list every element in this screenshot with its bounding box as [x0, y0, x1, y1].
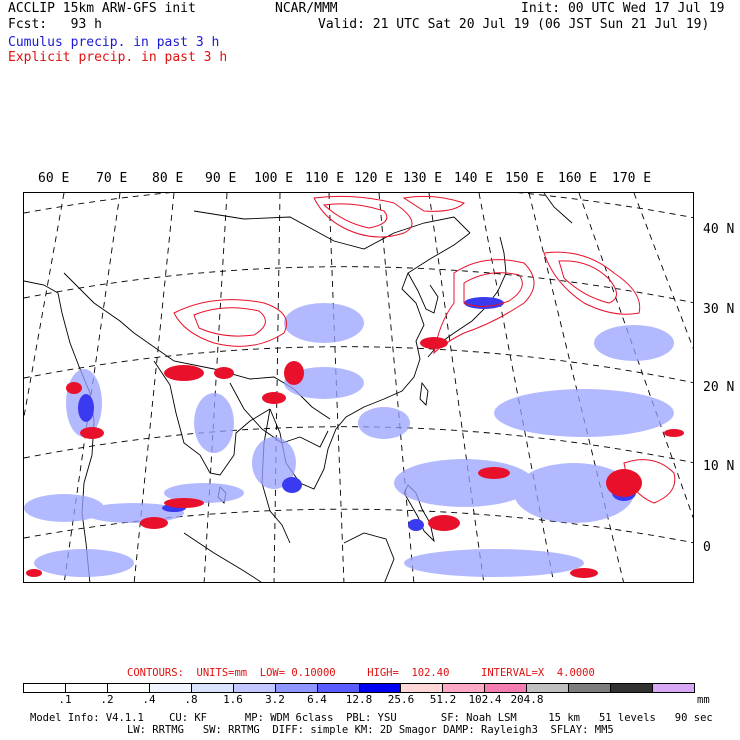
meridian-150e	[528, 193, 624, 582]
parallel-10n	[24, 426, 693, 464]
lat-label-10n: 10 N	[703, 459, 735, 474]
cumulus-precip-label: Cumulus precip. in past 3 h	[8, 35, 220, 50]
lon-label-160e: 160 E	[558, 171, 598, 186]
meridian-160e	[578, 193, 693, 519]
legend-tick-label: 51.2	[429, 693, 457, 706]
legend-tick-label: 1.6	[223, 693, 243, 706]
legend-swatch	[401, 684, 444, 692]
legend-swatch	[611, 684, 654, 692]
lon-label-110e: 110 E	[305, 171, 345, 186]
legend-swatch	[107, 684, 150, 692]
legend-swatch	[24, 684, 66, 692]
organization-label: NCAR/MMM	[275, 1, 338, 16]
meridian-100e	[273, 193, 281, 582]
precip-map	[24, 193, 693, 582]
legend-color-bar	[23, 683, 695, 693]
lat-label-20n: 20 N	[703, 380, 735, 395]
legend-swatch	[569, 684, 612, 692]
legend-swatch	[527, 684, 570, 692]
contour-info: CONTOURS: UNITS=mm LOW= 0.10000 HIGH= 10…	[127, 667, 595, 679]
model-info-line2: LW: RRTMG SW: RRTMG DIFF: simple KM: 2D …	[127, 724, 614, 736]
lon-label-80e: 80 E	[152, 171, 184, 186]
legend-swatch	[191, 684, 234, 692]
explicit-precip-contours	[173, 195, 676, 504]
model-title: ACCLIP 15km ARW-GFS init	[8, 1, 196, 16]
legend-swatch	[653, 684, 694, 692]
legend-swatch	[485, 684, 528, 692]
inner-border-2	[229, 382, 301, 444]
legend-swatch	[317, 684, 360, 692]
lat-label-30n: 30 N	[703, 302, 735, 317]
lon-label-150e: 150 E	[505, 171, 545, 186]
graticule	[24, 193, 693, 582]
model-info-line1: Model Info: V4.1.1 CU: KF MP: WDM 6class…	[30, 712, 713, 724]
inner-border-1	[63, 272, 135, 334]
legend-tick-label: 3.2	[265, 693, 285, 706]
legend-swatch	[149, 684, 192, 692]
legend-swatch	[233, 684, 276, 692]
meridian-140e	[478, 193, 555, 582]
parallel-40n	[24, 193, 693, 219]
malay-peninsula	[261, 408, 291, 544]
lat-label-0: 0	[703, 540, 711, 555]
lon-label-130e: 130 E	[403, 171, 443, 186]
taiwan	[419, 381, 429, 406]
korea	[407, 272, 439, 314]
legend-tick-label: .2	[100, 693, 114, 706]
lon-label-60e: 60 E	[38, 171, 70, 186]
lon-label-170e: 170 E	[612, 171, 652, 186]
legend-unit: mm	[697, 694, 710, 706]
himalaya-border	[133, 332, 331, 420]
sumatra	[183, 532, 262, 582]
lon-label-140e: 140 E	[454, 171, 494, 186]
inner-border-3	[299, 430, 329, 448]
map-frame	[23, 192, 694, 583]
lon-label-90e: 90 E	[205, 171, 237, 186]
indochina-coast	[269, 232, 471, 490]
init-time: Init: 00 UTC Wed 17 Jul 19	[521, 1, 725, 16]
legend-tick-label: 25.6	[387, 693, 415, 706]
legend-tick-label: 102.4	[468, 693, 502, 706]
meridian-60e	[24, 193, 65, 419]
forecast-hour: Fcst: 93 h	[8, 17, 102, 32]
china-border-north	[193, 210, 471, 250]
explicit-precip-label: Explicit precip. in past 3 h	[8, 50, 228, 65]
lat-label-40n: 40 N	[703, 222, 735, 237]
parallel-20n	[24, 346, 693, 384]
legend-tick-label: .8	[184, 693, 198, 706]
cumulus-precip	[24, 303, 674, 577]
india-coast	[153, 360, 271, 476]
legend-swatch	[359, 684, 402, 692]
borneo	[343, 532, 395, 582]
legend-tick-label: 12.8	[345, 693, 373, 706]
legend-tick-label: .1	[58, 693, 72, 706]
coastlines	[24, 193, 573, 582]
parallel-0	[24, 508, 693, 544]
lon-label-120e: 120 E	[354, 171, 394, 186]
legend-swatch	[443, 684, 486, 692]
valid-time: Valid: 21 UTC Sat 20 Jul 19 (06 JST Sun …	[318, 17, 710, 32]
lon-label-100e: 100 E	[254, 171, 294, 186]
legend-tick-label: 204.8	[510, 693, 544, 706]
explicit-precip	[26, 337, 684, 578]
legend-tick-label: 6.4	[307, 693, 327, 706]
kamchatka	[543, 193, 573, 224]
parallel-30n	[24, 266, 693, 304]
meridian-90e	[203, 193, 228, 582]
legend-swatch	[275, 684, 318, 692]
legend-swatch	[65, 684, 108, 692]
legend-tick-label: .4	[142, 693, 156, 706]
lon-label-70e: 70 E	[96, 171, 128, 186]
